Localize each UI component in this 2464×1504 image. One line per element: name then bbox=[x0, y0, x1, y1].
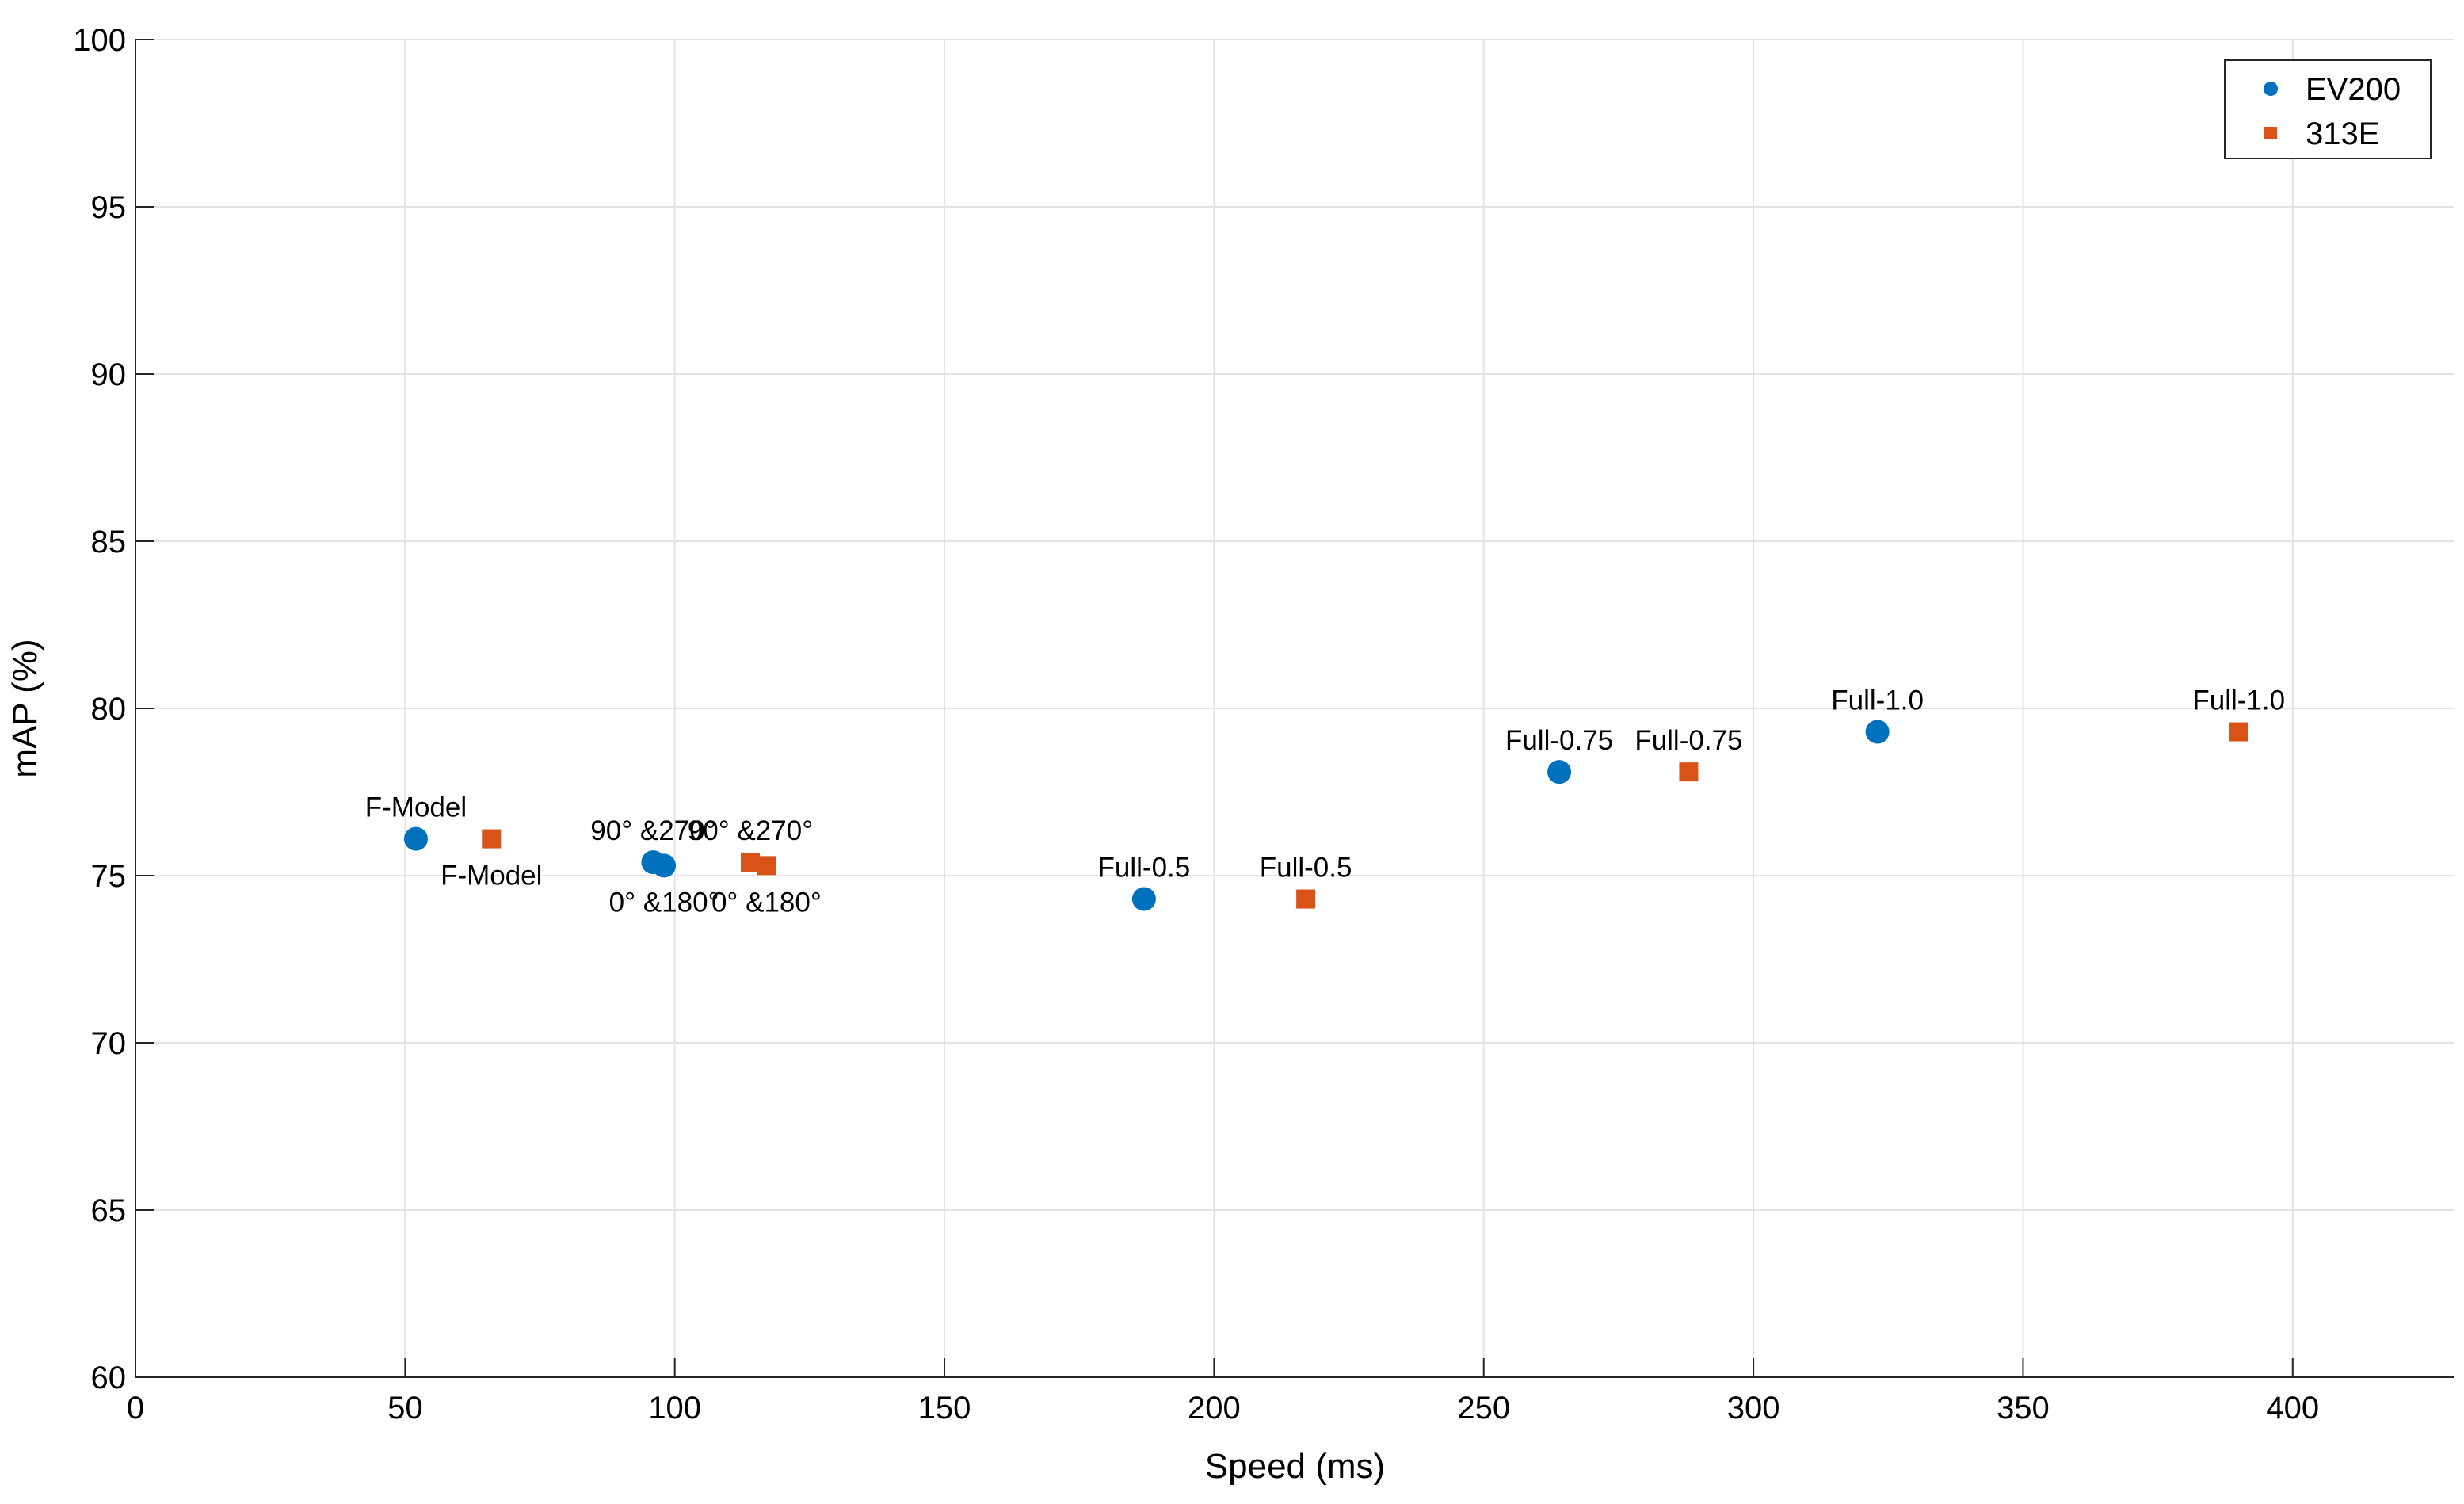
x-tick-label: 50 bbox=[387, 1391, 423, 1426]
x-tick-label: 300 bbox=[1727, 1391, 1780, 1426]
y-tick-label: 100 bbox=[73, 23, 126, 58]
y-axis-title: mAP (%) bbox=[6, 639, 44, 777]
313e-point-label: 0° &180° bbox=[711, 887, 822, 918]
x-tick-label: 250 bbox=[1457, 1391, 1510, 1426]
y-tick-label: 85 bbox=[91, 525, 127, 559]
y-tick-label: 60 bbox=[91, 1361, 127, 1395]
legend-items: EV200 313E bbox=[2264, 72, 2401, 151]
313e-point-label: 90° &270° bbox=[688, 815, 813, 846]
313e-point bbox=[2229, 722, 2248, 742]
313e-point bbox=[1296, 889, 1316, 909]
y-tick-label: 70 bbox=[91, 1026, 127, 1061]
grid bbox=[135, 39, 2454, 1377]
ev200-point-label: Full-0.75 bbox=[1505, 725, 1613, 756]
x-axis-title: Speed (ms) bbox=[1205, 1447, 1385, 1486]
313e-legend-marker bbox=[2264, 127, 2277, 139]
x-tick-label: 150 bbox=[918, 1391, 971, 1426]
ev200-point-label: 90° &270° bbox=[590, 815, 715, 846]
x-tick-label: 0 bbox=[127, 1391, 144, 1426]
313e-legend-label: 313E bbox=[2306, 116, 2379, 151]
x-tick-label: 100 bbox=[648, 1391, 701, 1426]
y-tick-label: 95 bbox=[91, 190, 127, 225]
y-tick-label: 80 bbox=[91, 692, 127, 727]
ev200-point bbox=[1131, 887, 1156, 911]
data-points bbox=[403, 720, 2248, 911]
313e-point-label: Full-0.75 bbox=[1634, 725, 1742, 756]
legend-box bbox=[2224, 59, 2432, 159]
ev200-point-label: Full-0.5 bbox=[1098, 853, 1191, 884]
313e-point-label: Full-1.0 bbox=[2192, 685, 2285, 716]
ev200-point bbox=[1547, 760, 1572, 784]
y-tick-label: 65 bbox=[91, 1193, 127, 1228]
313e-point bbox=[757, 856, 776, 876]
313e-point bbox=[482, 829, 502, 849]
y-tick-label: 75 bbox=[91, 859, 127, 894]
313e-point bbox=[1679, 762, 1699, 782]
313e-point-label: F-Model bbox=[441, 861, 542, 891]
ev200-point bbox=[652, 853, 677, 878]
313e-point bbox=[740, 853, 760, 872]
x-tick-label: 200 bbox=[1188, 1391, 1241, 1426]
ev200-legend-label: EV200 bbox=[2306, 72, 2401, 107]
ev200-legend-marker bbox=[2264, 82, 2278, 96]
ticks: 0 50 100 150 200 250 300 350 400 60 65 70 75 80 85 90 95… bbox=[73, 23, 2319, 1426]
legend: EV200 313E bbox=[2224, 59, 2432, 159]
313e-point-label: Full-0.5 bbox=[1260, 853, 1352, 884]
ev200-point-label: F-Model bbox=[365, 792, 467, 823]
ev200-point bbox=[1865, 720, 1890, 744]
x-tick-label: 400 bbox=[2266, 1391, 2319, 1426]
ev200-point-label: Full-1.0 bbox=[1831, 685, 1924, 716]
ev200-point-label: 0° &180° bbox=[609, 887, 719, 918]
x-tick-label: 350 bbox=[1997, 1391, 2050, 1426]
point-labels: F-Model 90° &270° 0° &180° Full-0.5 Full-0.7… bbox=[365, 685, 2285, 918]
y-tick-label: 90 bbox=[91, 357, 127, 392]
ev200-point bbox=[403, 826, 428, 851]
